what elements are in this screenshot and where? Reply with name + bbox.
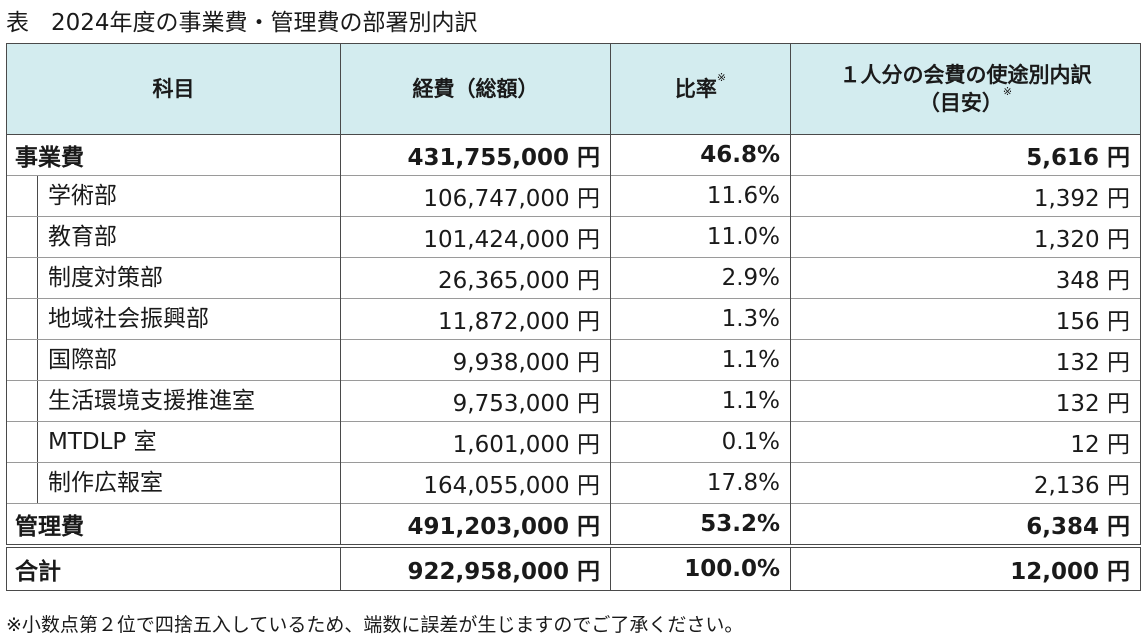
table-row: 制作広報室 164,055,000 円 17.8% 2,136 円	[6, 462, 1141, 504]
row-ratio: 0.1%	[610, 421, 791, 463]
row-per-member: 6,384 円	[790, 503, 1141, 546]
row-name: MTDLP 室	[37, 422, 340, 462]
row-cost: 164,055,000 円	[340, 462, 611, 504]
row-per-member: 348 円	[790, 257, 1141, 299]
row-per-member: 12 円	[790, 421, 1141, 463]
row-name: 教育部	[37, 217, 340, 257]
row-cost: 1,601,000 円	[340, 421, 611, 463]
table-title-text: 2024年度の事業費・管理費の部署別内訳	[51, 10, 478, 36]
table-row: 管理費 491,203,000 円 53.2% 6,384 円	[6, 503, 1141, 546]
row-name: 地域社会振興部	[37, 299, 340, 339]
row-ratio: 1.1%	[610, 380, 791, 422]
row-name: 生活環境支援推進室	[37, 381, 340, 421]
row-cost: 11,872,000 円	[340, 298, 611, 340]
table-row: 国際部 9,938,000 円 1.1% 132 円	[6, 339, 1141, 381]
header-total-cost: 経費（総額）	[340, 43, 611, 135]
row-per-member: 156 円	[790, 298, 1141, 340]
table-row: MTDLP 室 1,601,000 円 0.1% 12 円	[6, 421, 1141, 463]
row-ratio: 11.6%	[610, 175, 791, 217]
table-title-lead: 表	[6, 10, 29, 36]
row-per-member: 132 円	[790, 380, 1141, 422]
row-name: 国際部	[37, 340, 340, 380]
row-cost: 922,958,000 円	[340, 544, 611, 591]
total-row: 合計 922,958,000 円 100.0% 12,000 円	[6, 544, 1141, 591]
row-name: 事業費	[6, 134, 341, 176]
header-ratio-mark: ※	[716, 70, 727, 84]
row-per-member: 1,392 円	[790, 175, 1141, 217]
header-row: 科目 経費（総額） 比率※ １人分の会費の使途別内訳 （目安）※	[6, 43, 1141, 135]
row-per-member: 1,320 円	[790, 216, 1141, 258]
row-ratio: 46.8%	[610, 134, 791, 176]
header-per-member: １人分の会費の使途別内訳 （目安）※	[790, 43, 1141, 135]
row-per-member: 12,000 円	[790, 544, 1141, 591]
row-name: 制作広報室	[37, 463, 340, 503]
row-name: 学術部	[37, 176, 340, 216]
row-name-cell: 学術部	[6, 175, 341, 217]
row-cost: 9,753,000 円	[340, 380, 611, 422]
table-row: 教育部 101,424,000 円 11.0% 1,320 円	[6, 216, 1141, 258]
row-name-cell: 国際部	[6, 339, 341, 381]
row-name: 制度対策部	[37, 258, 340, 298]
row-cost: 9,938,000 円	[340, 339, 611, 381]
row-ratio: 100.0%	[610, 544, 791, 591]
table-row: 地域社会振興部 11,872,000 円 1.3% 156 円	[6, 298, 1141, 340]
table-row: 事業費 431,755,000 円 46.8% 5,616 円	[6, 134, 1141, 176]
row-name-cell: 制度対策部	[6, 257, 341, 299]
row-name-cell: 生活環境支援推進室	[6, 380, 341, 422]
header-per-member-line2-text: （目安）	[918, 91, 1003, 115]
row-ratio: 1.3%	[610, 298, 791, 340]
header-ratio-label: 比率	[674, 76, 717, 101]
row-name-cell: 地域社会振興部	[6, 298, 341, 340]
header-subject: 科目	[6, 43, 341, 135]
table-title: 表 2024年度の事業費・管理費の部署別内訳	[6, 6, 478, 40]
row-name-cell: MTDLP 室	[6, 421, 341, 463]
table-row: 学術部 106,747,000 円 11.6% 1,392 円	[6, 175, 1141, 217]
row-ratio: 2.9%	[610, 257, 791, 299]
footnote: ※小数点第２位で四捨五入しているため、端数に誤差が生じますのでご了承ください。	[6, 614, 744, 636]
row-name: 管理費	[6, 503, 341, 546]
header-per-member-line2: （目安）※	[799, 85, 1132, 117]
row-ratio: 11.0%	[610, 216, 791, 258]
expense-table: 科目 経費（総額） 比率※ １人分の会費の使途別内訳 （目安）※ 事業費 431…	[6, 43, 1141, 591]
row-ratio: 17.8%	[610, 462, 791, 504]
row-name-cell: 制作広報室	[6, 462, 341, 504]
row-cost: 491,203,000 円	[340, 503, 611, 546]
row-cost: 26,365,000 円	[340, 257, 611, 299]
row-name: 合計	[6, 544, 341, 591]
row-cost: 106,747,000 円	[340, 175, 611, 217]
row-per-member: 5,616 円	[790, 134, 1141, 176]
table-row: 生活環境支援推進室 9,753,000 円 1.1% 132 円	[6, 380, 1141, 422]
row-ratio: 1.1%	[610, 339, 791, 381]
table-row: 制度対策部 26,365,000 円 2.9% 348 円	[6, 257, 1141, 299]
row-per-member: 2,136 円	[790, 462, 1141, 504]
header-ratio: 比率※	[610, 43, 791, 135]
row-ratio: 53.2%	[610, 503, 791, 546]
header-per-member-mark: ※	[1002, 85, 1013, 98]
row-cost: 101,424,000 円	[340, 216, 611, 258]
header-per-member-line1: １人分の会費の使途別内訳	[839, 62, 1092, 87]
row-name-cell: 教育部	[6, 216, 341, 258]
row-cost: 431,755,000 円	[340, 134, 611, 176]
row-per-member: 132 円	[790, 339, 1141, 381]
